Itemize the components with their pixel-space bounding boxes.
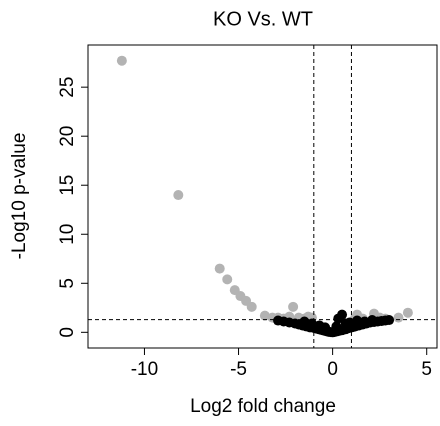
point [359,316,370,327]
x-tick-label: 5 [421,359,432,380]
x-tick-label: -5 [230,359,247,380]
point [393,312,404,323]
point [337,309,348,320]
point [402,307,413,318]
point [222,274,233,285]
y-tick-label: 25 [57,77,78,98]
point [116,55,127,66]
x-axis-label: Log2 fold change [190,396,336,417]
x-tick-label: -10 [131,359,158,380]
point [367,315,378,326]
point [352,315,363,326]
point [259,310,270,321]
point [246,301,257,312]
point [340,318,351,329]
point [299,316,310,327]
y-tick-label: 15 [57,175,78,196]
y-tick-label: 5 [57,278,78,289]
point [173,190,184,201]
plot-frame [87,44,438,349]
point [214,263,225,274]
x-tick-label: 0 [327,359,338,380]
y-tick-label: 10 [57,224,78,245]
point [306,318,317,329]
y-axis-label: -Log10 p-value [9,133,30,260]
y-tick-label: 0 [57,327,78,338]
point [288,301,299,312]
point [320,322,331,333]
chart-title: KO Vs. WT [213,8,313,30]
y-tick-label: 20 [57,126,78,147]
point [331,321,342,332]
